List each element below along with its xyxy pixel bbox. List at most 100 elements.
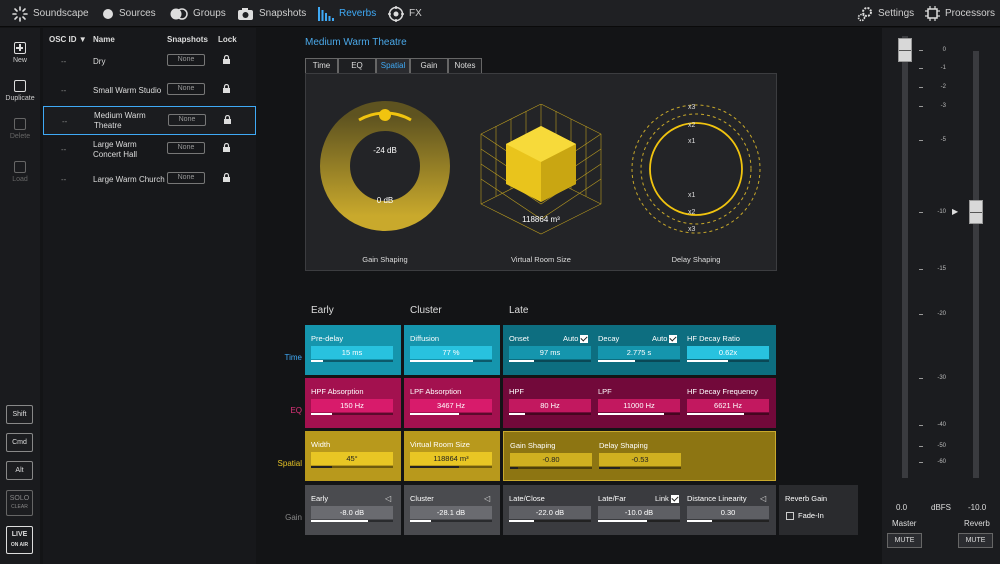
- snapshot-select[interactable]: None: [167, 142, 205, 154]
- cmd-button[interactable]: Cmd: [6, 433, 33, 452]
- scale-tick: [919, 106, 923, 107]
- delay-shaping-field[interactable]: -0.53: [599, 453, 681, 469]
- master-mute-button[interactable]: MUTE: [887, 533, 922, 548]
- snapshot-select[interactable]: None: [167, 172, 205, 184]
- lpf-field[interactable]: 11000 Hz: [598, 399, 680, 415]
- snapshot-select[interactable]: None: [167, 83, 205, 95]
- duplicate-label: Duplicate: [5, 95, 35, 102]
- late-close-fill: [509, 520, 534, 522]
- link-checkbox[interactable]: Link: [655, 494, 679, 504]
- lock-icon[interactable]: [223, 83, 230, 95]
- alt-button[interactable]: Alt: [6, 461, 33, 480]
- reverb-fader-track[interactable]: [973, 51, 979, 478]
- hpf-field[interactable]: 80 Hz: [509, 399, 591, 415]
- master-fader-track[interactable]: [902, 36, 908, 478]
- nav-reverbs-label: Reverbs: [339, 8, 377, 19]
- reverb-row[interactable]: -- Large Warm Church None: [43, 165, 256, 194]
- hf-decay-ratio-track: [687, 360, 769, 362]
- scale-tick: [919, 425, 923, 426]
- reverb-mute-button[interactable]: MUTE: [958, 533, 993, 548]
- tab-notes[interactable]: Notes: [448, 58, 482, 73]
- predelay-field[interactable]: 15 ms: [311, 346, 393, 362]
- tab-eq[interactable]: EQ: [338, 58, 376, 73]
- shift-button[interactable]: Shift: [6, 405, 33, 424]
- master-fader-handle[interactable]: [898, 38, 912, 62]
- early-gain-value: -8.0 dB: [339, 508, 365, 517]
- lock-icon[interactable]: [224, 114, 231, 126]
- delete-button[interactable]: Delete: [0, 118, 40, 140]
- reverb-row-selected[interactable]: -- Medium Warm Theatre None: [43, 106, 256, 135]
- hf-decay-frequency-field[interactable]: 6621 Hz: [687, 399, 769, 415]
- room-size-card-label: Virtual Room Size: [410, 440, 470, 449]
- snapshot-select[interactable]: None: [167, 54, 205, 66]
- live-on-air-button[interactable]: LIVE ON AIR: [6, 526, 33, 554]
- snapshots-header: Snapshots: [167, 35, 208, 44]
- nav-reverbs[interactable]: Reverbs: [318, 0, 376, 27]
- distance-linearity-field[interactable]: 0.30: [687, 506, 769, 522]
- tab-gain[interactable]: Gain: [410, 58, 448, 73]
- reverb-gain-label: Reverb Gain: [785, 494, 828, 503]
- chip-icon: [925, 6, 940, 21]
- lock-icon[interactable]: [223, 142, 230, 154]
- delay-shaping-circles[interactable]: [628, 101, 764, 237]
- reverb-fader-handle[interactable]: [969, 200, 983, 224]
- checkbox-checked-icon: [669, 335, 678, 344]
- snapshot-select[interactable]: None: [168, 114, 206, 126]
- osc-id-header[interactable]: OSC ID ▼: [49, 35, 87, 44]
- cluster-gain-field[interactable]: -28.1 dB: [410, 506, 492, 522]
- name-header[interactable]: Name: [93, 35, 115, 44]
- room-size-field[interactable]: 118864 m³: [410, 452, 492, 468]
- lpf-absorption-field[interactable]: 3467 Hz: [410, 399, 492, 415]
- delay-shaping-value: -0.53: [631, 455, 649, 464]
- onset-field[interactable]: 97 ms: [509, 346, 591, 362]
- nav-soundscape[interactable]: Soundscape: [12, 0, 89, 27]
- reverb-gain-card: Reverb Gain Fade-In: [779, 485, 858, 535]
- lpf-absorption-card: LPF Absorption 3467 Hz: [404, 378, 500, 428]
- reverb-row[interactable]: -- Large Warm Concert Hall None: [43, 135, 256, 164]
- nav-groups[interactable]: Groups: [170, 0, 226, 27]
- lpf-absorption-track: [410, 413, 492, 415]
- decay-auto-checkbox[interactable]: Auto: [652, 334, 678, 344]
- predelay-value: 15 ms: [341, 348, 363, 357]
- tab-spatial[interactable]: Spatial: [376, 58, 410, 73]
- speaker-icon[interactable]: ◁: [760, 494, 767, 503]
- nav-settings[interactable]: Settings: [857, 0, 914, 27]
- late-close-field[interactable]: -22.0 dB: [509, 506, 591, 522]
- late-far-field[interactable]: -10.0 dB: [598, 506, 680, 522]
- scale-label: -60: [937, 459, 946, 465]
- hf-decay-ratio-field[interactable]: 0.62x: [687, 346, 769, 362]
- nav-snapshots[interactable]: Snapshots: [237, 0, 306, 27]
- fade-in-checkbox[interactable]: Fade-In: [786, 511, 824, 520]
- decay-track: [598, 360, 680, 362]
- width-field[interactable]: 45°: [311, 452, 393, 468]
- speaker-icon[interactable]: ◁: [484, 494, 491, 503]
- onset-auto-checkbox[interactable]: Auto: [563, 334, 589, 344]
- room-size-cube[interactable]: [476, 104, 606, 239]
- tab-time[interactable]: Time: [305, 58, 338, 73]
- section-early: Early: [311, 305, 334, 316]
- late-far-fill: [598, 520, 648, 522]
- hpf-absorption-field[interactable]: 150 Hz: [311, 399, 393, 415]
- hpf-fill: [509, 413, 526, 415]
- speaker-icon[interactable]: ◁: [385, 494, 392, 503]
- duplicate-button[interactable]: Duplicate: [0, 80, 40, 102]
- new-button[interactable]: New: [0, 42, 40, 64]
- reverb-row[interactable]: -- Small Warm Studio None: [43, 76, 256, 105]
- decay-field[interactable]: 2.775 s: [598, 346, 680, 362]
- gain-shaping-field[interactable]: -0.80: [510, 453, 592, 469]
- nav-sources[interactable]: Sources: [102, 0, 156, 27]
- diffusion-field[interactable]: 77 %: [410, 346, 492, 362]
- solo-clear-button[interactable]: SOLO CLEAR: [6, 490, 33, 516]
- lock-icon[interactable]: [223, 172, 230, 184]
- gain-shaping-ring[interactable]: [315, 96, 455, 236]
- nav-fx[interactable]: FX: [388, 0, 422, 27]
- nav-processors[interactable]: Processors: [925, 0, 995, 27]
- load-button[interactable]: Load: [0, 161, 40, 183]
- early-gain-field[interactable]: -8.0 dB: [311, 506, 393, 522]
- lock-icon[interactable]: [223, 54, 230, 66]
- cluster-gain-value: -28.1 dB: [436, 508, 466, 517]
- delay-shaping-label: Delay Shaping: [671, 255, 721, 264]
- reverb-row[interactable]: -- Dry None: [43, 47, 256, 76]
- row-label-spatial: Spatial: [277, 459, 302, 468]
- fx-icon: [388, 5, 404, 22]
